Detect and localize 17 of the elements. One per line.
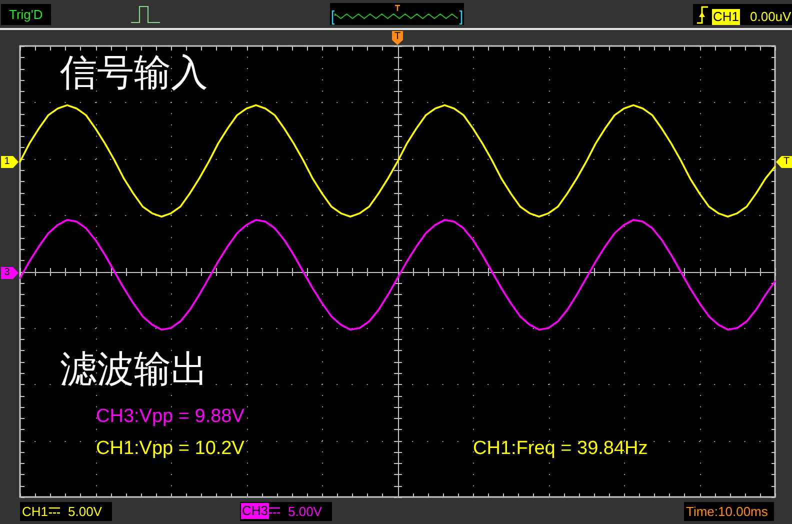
- text: 5.00V: [288, 504, 322, 519]
- text: 5.00V: [68, 504, 102, 519]
- text: CH3:Vpp = 9.88V: [96, 406, 244, 426]
- text: CH1:Freq = 39.84Hz: [473, 438, 648, 458]
- series-label: 信号输入: [60, 53, 208, 94]
- text: 0.00uV: [750, 9, 792, 24]
- text: 3: [3, 266, 11, 278]
- text: T: [782, 156, 791, 167]
- text: 1: [3, 156, 11, 167]
- text: CH1:Vpp = 10.2V: [96, 438, 244, 458]
- text: T: [393, 30, 402, 42]
- text: Time:10.00ms: [686, 504, 768, 519]
- text: CH1: [712, 9, 740, 25]
- text: CH1: [22, 504, 48, 519]
- text: Trig'D: [9, 7, 43, 22]
- series-label: 滤波输出: [60, 350, 208, 391]
- text: CH3: [241, 503, 270, 519]
